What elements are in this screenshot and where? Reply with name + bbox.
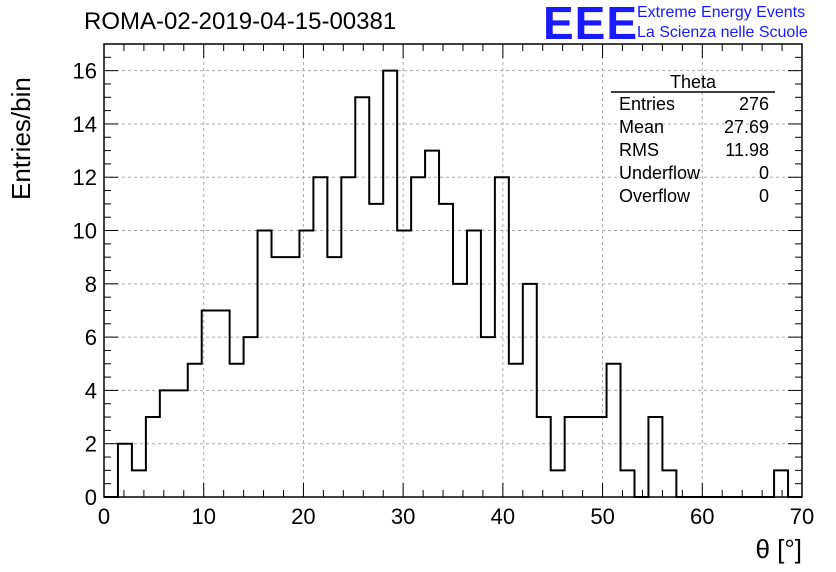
histogram-bin: [160, 390, 174, 497]
histogram-bin: [355, 97, 369, 497]
histogram-bin: [565, 417, 579, 497]
stats-title: Theta: [670, 72, 717, 92]
chart-title: ROMA-02-2019-04-15-00381: [84, 8, 397, 35]
y-tick-label: 6: [85, 325, 97, 350]
histogram-bin: [774, 470, 788, 497]
histogram-bin: [648, 417, 662, 497]
histogram-bin: [397, 231, 411, 497]
histogram-bin: [523, 284, 537, 497]
stats-value: 276: [739, 94, 769, 114]
histogram-bin: [509, 364, 523, 497]
histogram-bin: [341, 177, 355, 497]
histogram-bin: [425, 151, 439, 497]
histogram-bin: [258, 231, 272, 497]
histogram-bin: [327, 257, 341, 497]
histogram-bin: [188, 364, 202, 497]
x-tick-label: 30: [391, 504, 415, 529]
stats-label: Overflow: [619, 186, 691, 206]
y-tick-label: 0: [85, 485, 97, 510]
histogram-bin: [453, 284, 467, 497]
y-tick-label: 10: [73, 219, 97, 244]
x-tick-label: 10: [191, 504, 215, 529]
stats-label: Underflow: [619, 163, 701, 183]
histogram-bin: [537, 417, 551, 497]
logo-line-1: Extreme Energy Events: [637, 4, 806, 21]
y-tick-label: 14: [73, 112, 97, 137]
stats-label: Mean: [619, 117, 664, 137]
x-axis-label: θ [°]: [755, 534, 802, 564]
x-tick-label: 70: [790, 504, 814, 529]
y-axis-label: Entries/bin: [6, 77, 36, 200]
histogram-bin: [299, 231, 313, 497]
x-tick-label: 20: [291, 504, 315, 529]
histogram-bin: [607, 364, 621, 497]
stats-value: 0: [759, 186, 769, 206]
histogram-bin: [272, 257, 286, 497]
y-tick-label: 4: [85, 378, 97, 403]
histogram-bin: [579, 417, 593, 497]
stats-label: RMS: [619, 140, 659, 160]
histogram-series: [104, 69, 802, 498]
histogram-bin: [383, 71, 397, 497]
histogram-bin: [481, 337, 495, 497]
stats-value: 0: [759, 163, 769, 183]
x-tick-label: 50: [590, 504, 614, 529]
x-tick-label: 0: [98, 504, 110, 529]
x-tick-label: 40: [491, 504, 515, 529]
histogram-bin: [467, 231, 481, 497]
histogram-bin: [244, 337, 258, 497]
histogram-bin: [593, 417, 607, 497]
y-tick-label: 8: [85, 272, 97, 297]
y-tick-label: 12: [73, 165, 97, 190]
histogram-bin: [230, 364, 244, 497]
histogram-bin: [313, 177, 327, 497]
histogram-bin: [174, 390, 188, 497]
histogram-bin: [662, 470, 676, 497]
histogram-bin: [495, 177, 509, 497]
histogram-bin: [202, 310, 216, 497]
y-tick-label: 2: [85, 432, 97, 457]
histogram-bin: [216, 310, 230, 497]
histogram-bin: [411, 177, 425, 497]
histogram-bin: [146, 417, 160, 497]
histogram-bin: [439, 204, 453, 497]
histogram-bin: [118, 444, 132, 497]
stats-label: Entries: [619, 94, 675, 114]
histogram-bin: [369, 204, 383, 497]
eee-logo: EEE: [543, 0, 639, 49]
stats-value: 11.98: [725, 140, 769, 160]
stats-value: 27.69: [724, 117, 769, 137]
y-tick-label: 16: [73, 59, 97, 84]
x-tick-label: 60: [690, 504, 714, 529]
logo-line-2: La Scienza nelle Scuole: [637, 24, 808, 41]
histogram-bin: [285, 257, 299, 497]
